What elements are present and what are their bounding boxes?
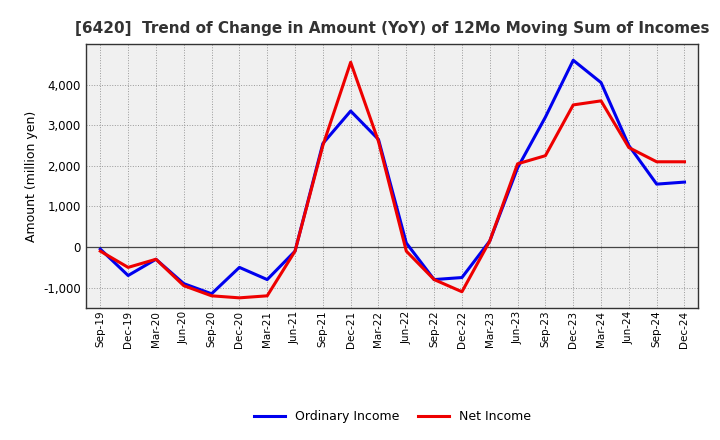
Ordinary Income [624,143,633,148]
Net Income [318,143,327,148]
Ordinary Income [458,275,467,280]
Ordinary Income [430,277,438,282]
Ordinary Income [680,180,689,185]
Net Income [374,139,383,144]
Y-axis label: Amount (million yen): Amount (million yen) [24,110,37,242]
Net Income [597,98,606,103]
Ordinary Income [652,181,661,187]
Net Income [152,257,161,262]
Net Income [346,60,355,65]
Ordinary Income [152,257,161,262]
Ordinary Income [235,265,243,270]
Ordinary Income [485,238,494,244]
Net Income [235,295,243,301]
Line: Net Income: Net Income [100,62,685,298]
Ordinary Income [291,249,300,254]
Legend: Ordinary Income, Net Income: Ordinary Income, Net Income [248,406,536,429]
Net Income [124,265,132,270]
Ordinary Income [179,281,188,286]
Net Income [179,283,188,288]
Ordinary Income [318,141,327,146]
Ordinary Income [346,108,355,114]
Net Income [291,249,300,254]
Line: Ordinary Income: Ordinary Income [100,60,685,294]
Net Income [458,289,467,294]
Net Income [402,249,410,254]
Net Income [263,293,271,298]
Ordinary Income [263,277,271,282]
Net Income [624,145,633,150]
Net Income [207,293,216,298]
Ordinary Income [569,58,577,63]
Ordinary Income [513,165,522,171]
Ordinary Income [541,114,550,120]
Net Income [430,277,438,282]
Net Income [569,102,577,107]
Ordinary Income [374,137,383,142]
Net Income [680,159,689,165]
Ordinary Income [96,246,104,252]
Ordinary Income [402,240,410,246]
Title: [6420]  Trend of Change in Amount (YoY) of 12Mo Moving Sum of Incomes: [6420] Trend of Change in Amount (YoY) o… [75,21,710,36]
Net Income [652,159,661,165]
Ordinary Income [207,291,216,297]
Net Income [485,238,494,244]
Net Income [96,249,104,254]
Ordinary Income [124,273,132,278]
Net Income [513,161,522,166]
Ordinary Income [597,80,606,85]
Net Income [541,153,550,158]
